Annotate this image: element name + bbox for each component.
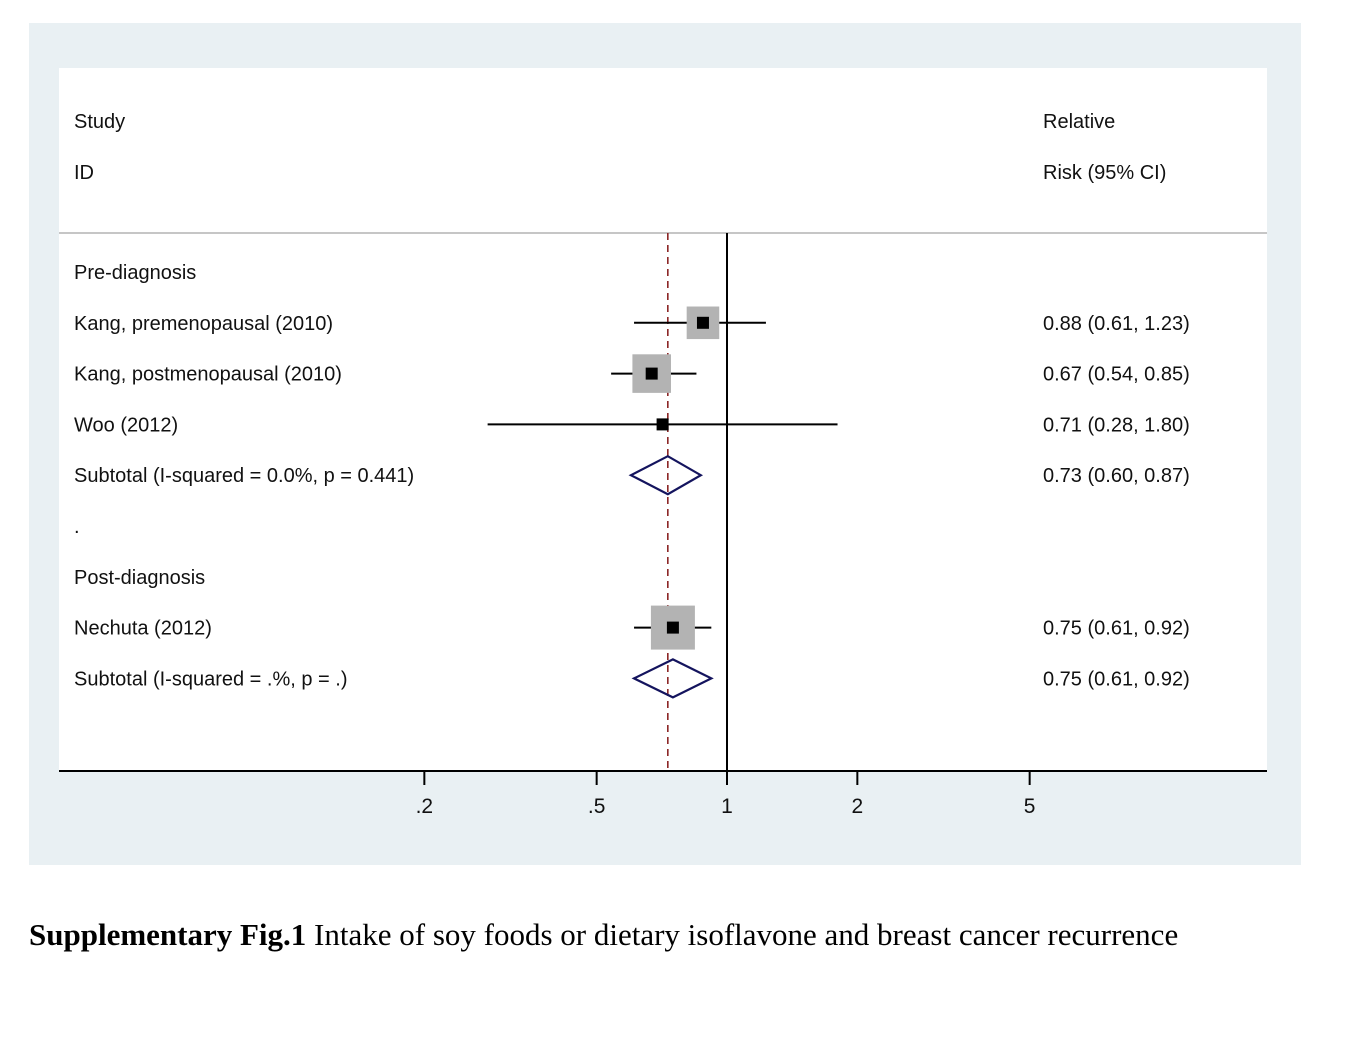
header-id-label: ID [74, 162, 94, 184]
relative-risk-ci-text: 0.88 (0.61, 1.23) [1043, 313, 1190, 335]
caption-label: Supplementary Fig.1 [29, 917, 307, 952]
study-label: Kang, postmenopausal (2010) [74, 364, 342, 386]
forest-row-study: Woo (2012) 0.71 (0.28, 1.80) [74, 414, 1190, 436]
relative-risk-ci-text: 0.75 (0.61, 0.92) [1043, 618, 1190, 640]
subtotal-label: Subtotal (I-squared = 0.0%, p = 0.441) [74, 465, 414, 487]
spacer-label: . [74, 516, 80, 538]
figure-caption: Supplementary Fig.1 Intake of soy foods … [29, 888, 1287, 982]
study-label: Nechuta (2012) [74, 618, 212, 640]
relative-risk-ci-text: 0.73 (0.60, 0.87) [1043, 465, 1190, 487]
relative-risk-ci-text: 0.75 (0.61, 0.92) [1043, 668, 1190, 690]
header-risk-ci-label: Risk (95% CI) [1043, 162, 1166, 184]
group-label: Pre-diagnosis [74, 262, 196, 284]
forest-row-group: Pre-diagnosis [74, 262, 196, 284]
subtotal-diamond [628, 454, 704, 496]
point-estimate-marker [696, 316, 709, 329]
x-tick-label: 2 [852, 795, 864, 818]
subtotal-label: Subtotal (I-squared = .%, p = .) [74, 668, 347, 690]
x-tick-label: .2 [416, 795, 434, 818]
x-tick-label: 5 [1024, 795, 1036, 818]
point-estimate-marker [645, 367, 658, 380]
forest-row-study: Nechuta (2012) 0.75 (0.61, 0.92) [74, 605, 1190, 650]
caption-text: Intake of soy foods or dietary isoflavon… [314, 917, 1179, 952]
x-tick-label: 1 [721, 795, 733, 818]
forest-row-study: Kang, postmenopausal (2010) 0.67 (0.54, 0… [74, 354, 1190, 393]
study-label: Woo (2012) [74, 414, 178, 436]
header-study-label: Study [74, 111, 125, 133]
point-estimate-marker [666, 621, 679, 634]
forest-row-subtotal: Subtotal (I-squared = .%, p = .) 0.75 (0.… [74, 658, 1190, 699]
subtotal-diamond [631, 658, 714, 699]
forest-row-subtotal: Subtotal (I-squared = 0.0%, p = 0.441) 0.… [74, 454, 1190, 496]
header-relative-label: Relative [1043, 111, 1115, 133]
forest-plot-figure: Study ID Relative Risk (95% CI) Pre-diag… [29, 23, 1301, 865]
study-label: Kang, premenopausal (2010) [74, 313, 333, 335]
group-label: Post-diagnosis [74, 567, 205, 589]
forest-row-study: Kang, premenopausal (2010) 0.88 (0.61, 1.… [74, 306, 1190, 340]
x-tick-label: .5 [588, 795, 606, 818]
forest-row-group: Post-diagnosis [74, 567, 205, 589]
point-estimate-marker [656, 418, 669, 431]
forest-row-spacer: . [74, 516, 80, 538]
x-axis-ticks: .2 .5 1 2 5 [416, 772, 1036, 818]
study-rows: Pre-diagnosis Kang, premenopausal (2010) 0… [74, 262, 1190, 699]
relative-risk-ci-text: 0.71 (0.28, 1.80) [1043, 414, 1190, 436]
relative-risk-ci-text: 0.67 (0.54, 0.85) [1043, 364, 1190, 386]
